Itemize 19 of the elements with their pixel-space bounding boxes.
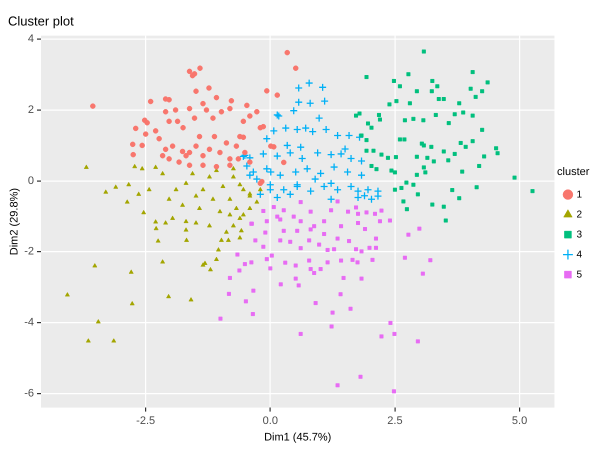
legend-title: cluster [557, 166, 590, 178]
legend-label: 3 [576, 229, 582, 240]
x-tick-label: 0.0 [262, 415, 278, 428]
y-axis-title: Dim2 (29.8%) [8, 188, 21, 256]
legend-label: 1 [576, 189, 582, 200]
y-tick-label: -2 [24, 246, 34, 258]
y-tick-label: 4 [28, 33, 34, 46]
x-tick-label: 2.5 [387, 415, 403, 428]
legend-label: 4 [576, 249, 582, 260]
legend-label: 5 [576, 269, 582, 280]
y-tick-label: -6 [24, 387, 34, 400]
x-tick-label: 5.0 [512, 415, 528, 428]
y-tick-label: -4 [24, 316, 34, 329]
x-tick-label: -2.5 [136, 415, 156, 428]
y-tick-label: 0 [28, 174, 34, 187]
legend-label: 2 [576, 209, 582, 220]
y-tick-label: 2 [28, 104, 34, 116]
chart-title: Cluster plot [8, 13, 74, 28]
x-axis-title: Dim1 (45.7%) [264, 431, 332, 444]
